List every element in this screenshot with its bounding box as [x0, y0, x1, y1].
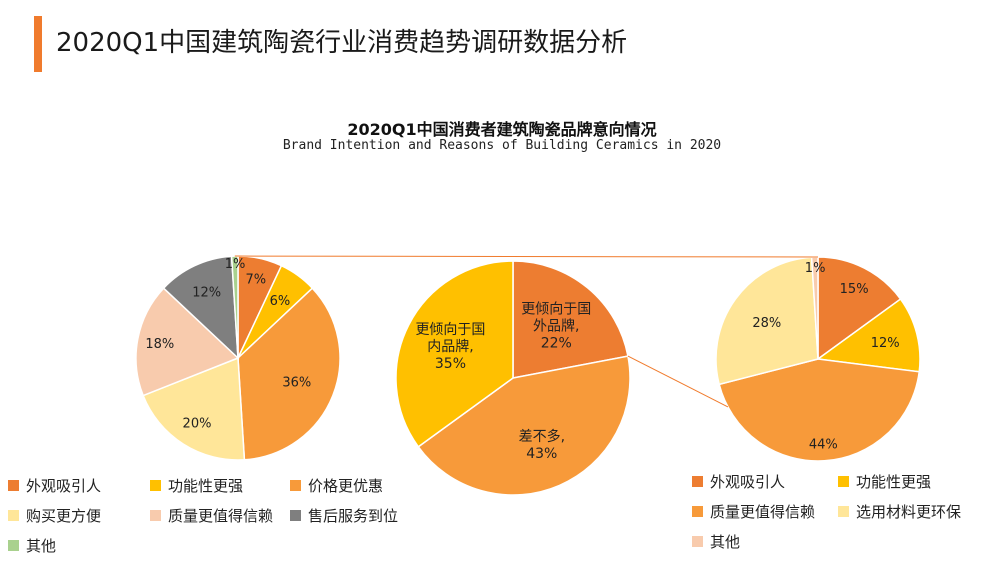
middle-pie-label: 更倾向于国内品牌, 35%: [415, 322, 485, 372]
left-pie-slice: [162, 255, 239, 360]
legend-item: 功能性更强: [150, 474, 290, 496]
right-pie: [715, 256, 921, 462]
middle-pie-label-line: 更倾向于国: [521, 302, 591, 318]
legend-item: 功能性更强: [838, 470, 998, 492]
legend-label: 外观吸引人: [710, 472, 786, 491]
left-pie-label-line: 6%: [270, 294, 291, 309]
legend-swatch: [8, 509, 19, 521]
legend-swatch: [692, 475, 703, 487]
legend-item: 购买更方便: [8, 504, 150, 526]
middle-pie-slice: [417, 355, 631, 496]
legend-item: 选用材料更环保: [838, 500, 998, 522]
left-pie-label: 12%: [192, 286, 221, 301]
right-pie-label: 44%: [809, 437, 838, 452]
legend-item: 外观吸引人: [8, 474, 150, 496]
right-pie-label: 28%: [752, 316, 781, 331]
legend-swatch: [838, 475, 849, 487]
middle-pie: [395, 260, 631, 496]
right-pie-label: 1%: [805, 261, 826, 276]
middle-pie-label-line: 内品牌,: [427, 338, 473, 355]
legend-swatch: [150, 479, 161, 491]
legend-label: 质量更值得信赖: [710, 502, 816, 521]
left-pie-label: 18%: [145, 337, 174, 352]
left-pie-legend: 外观吸引人 功能性更强 价格更优惠购买更方便 质量更值得信赖 售后服务到位其他: [8, 474, 440, 556]
right-pie-legend: 外观吸引人 功能性更强质量更值得信赖 选用材料更环保其他: [692, 470, 998, 552]
connector-line-top: [234, 255, 819, 258]
legend-label: 外观吸引人: [26, 476, 102, 495]
legend-swatch: [838, 505, 849, 517]
left-pie-label: 20%: [183, 417, 212, 432]
legend-swatch: [8, 539, 19, 551]
left-pie: [135, 255, 341, 461]
legend-swatch: [8, 479, 19, 491]
right-pie-label: 15%: [840, 282, 869, 297]
legend-label: 价格更优惠: [308, 476, 384, 495]
legend-item: 价格更优惠: [290, 474, 440, 496]
chart-title: 2020Q1中国消费者建筑陶瓷品牌意向情况: [347, 120, 657, 139]
title-accent-bar: [34, 16, 42, 72]
legend-label: 售后服务到位: [308, 506, 399, 525]
legend-label: 质量更值得信赖: [168, 506, 274, 525]
left-pie-label-line: 18%: [145, 337, 174, 352]
legend-label: 其他: [26, 536, 57, 555]
legend-item: 其他: [692, 530, 838, 552]
right-pie-label-line: 12%: [871, 336, 900, 351]
left-pie-label-line: 20%: [183, 417, 212, 432]
middle-pie-label-line: 更倾向于国: [415, 322, 485, 338]
page-title: 2020Q1中国建筑陶瓷行业消费趋势调研数据分析: [56, 28, 628, 58]
left-pie-label: 1%: [225, 257, 246, 272]
right-pie-slice: [817, 256, 902, 361]
chart-subtitle: Brand Intention and Reasons of Building …: [282, 138, 722, 153]
legend-swatch: [290, 509, 301, 521]
middle-pie-label: 更倾向于国外品牌, 22%: [521, 302, 591, 352]
legend-swatch: [150, 509, 161, 521]
legend-label: 功能性更强: [856, 472, 932, 491]
connector-line-bottom: [627, 355, 729, 408]
left-pie-slice: [237, 287, 341, 461]
right-pie-label-line: 1%: [805, 261, 826, 276]
legend-item: 其他: [8, 534, 150, 556]
middle-pie-label-line: 22%: [541, 336, 572, 352]
left-pie-label: 7%: [245, 272, 266, 287]
legend-label: 购买更方便: [26, 506, 102, 525]
left-pie-slice: [135, 287, 240, 397]
legend-label: 选用材料更环保: [856, 502, 962, 521]
legend-swatch: [692, 505, 703, 517]
left-pie-label: 36%: [282, 375, 311, 390]
legend-swatch: [692, 535, 703, 547]
left-pie-slice: [142, 356, 246, 461]
legend-swatch: [290, 479, 301, 491]
middle-pie-slice: [395, 260, 514, 448]
left-pie-label: 6%: [270, 294, 291, 309]
middle-pie-label-line: 差不多,: [519, 428, 565, 445]
legend-item: 质量更值得信赖: [150, 504, 290, 526]
right-pie-label-line: 28%: [752, 316, 781, 331]
right-pie-label: 12%: [871, 336, 900, 351]
middle-pie-slice: [512, 260, 629, 379]
middle-pie-label-line: 外品牌,: [533, 318, 579, 335]
right-pie-label-line: 44%: [809, 437, 838, 452]
right-pie-slice: [715, 256, 819, 386]
legend-item: 质量更值得信赖: [692, 500, 838, 522]
left-pie-label-line: 7%: [245, 272, 266, 287]
legend-item: 售后服务到位: [290, 504, 440, 526]
legend-label: 其他: [710, 532, 741, 551]
left-pie-label-line: 1%: [225, 257, 246, 272]
middle-pie-label: 差不多, 43%: [519, 428, 565, 462]
middle-pie-label-line: 35%: [435, 356, 466, 372]
right-pie-slice: [718, 358, 921, 462]
middle-pie-label-line: 43%: [526, 446, 557, 462]
left-pie-label-line: 12%: [192, 286, 221, 301]
right-pie-label-line: 15%: [840, 282, 869, 297]
left-pie-label-line: 36%: [282, 375, 311, 390]
right-pie-slice: [816, 297, 921, 373]
legend-item: 外观吸引人: [692, 470, 838, 492]
legend-label: 功能性更强: [168, 476, 244, 495]
